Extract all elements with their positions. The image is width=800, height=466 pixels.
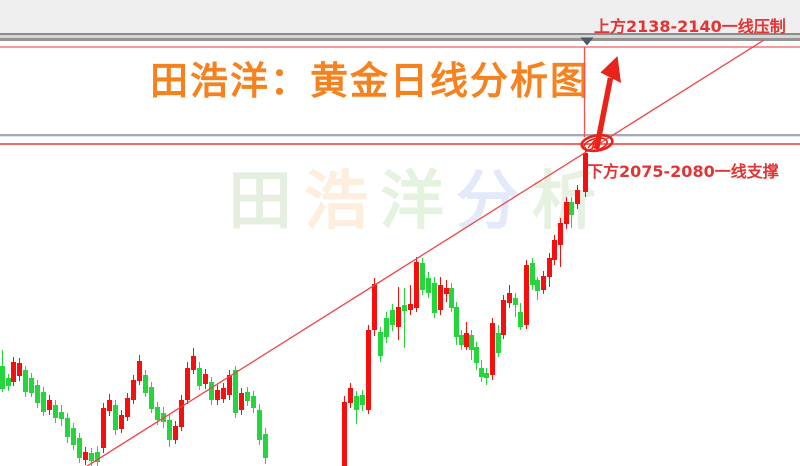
candle-body [262,434,268,458]
candle-body [130,380,136,400]
candle-body [557,223,563,245]
candle-body [489,323,495,375]
candle-body [178,400,184,427]
candle-body [431,283,437,313]
candle-body [112,405,118,430]
candle-body [582,153,588,192]
candle-body [40,392,46,412]
candle-body [473,347,479,363]
candle-body [82,452,88,460]
candle-body [574,190,580,204]
candle-body [16,363,22,376]
candle-body [220,388,226,399]
candle-wick [409,285,411,315]
candle-body [154,407,160,420]
candle-body [46,400,52,410]
candle-body [341,402,347,466]
candle-body [64,418,70,437]
candle-body [244,392,250,401]
candle-body [383,318,389,337]
candle-body [483,373,489,378]
candle-body [184,368,190,400]
candle-body [347,388,353,403]
candle-body [250,396,256,408]
candle-body [395,307,401,327]
candle-body [419,263,425,290]
candle-body [22,370,28,392]
candle-body [517,312,523,327]
candle-body [512,298,518,305]
candle-body [238,393,244,410]
candle-body [523,265,529,325]
candle-body [70,428,76,445]
candle-body [413,262,419,308]
candle-body [546,258,552,277]
candle-body [540,276,546,290]
candle-body [58,412,64,419]
candle-body [88,453,94,461]
candle-body [196,368,202,386]
candle-body [5,378,11,386]
candle-body [148,387,154,409]
candle-body [365,330,371,410]
candle-body [106,400,112,411]
candle-wick [514,293,516,317]
candle-body [495,333,501,353]
candle-body [0,366,5,389]
candle-body [166,420,172,440]
candle-body [226,375,232,395]
candle-body [52,405,58,418]
candle-body [453,307,459,337]
candle-body [208,382,214,400]
candle-body [568,202,574,215]
candle-body [136,361,142,381]
candle-body [407,304,413,310]
candle-body [172,426,178,440]
candle-body [500,300,506,335]
candle-body [124,398,130,417]
candle-body [214,390,220,400]
candle-body [76,438,82,458]
candle-body [359,395,365,405]
candle-wick [403,288,405,348]
candle-body [437,285,443,310]
candle-body [401,305,407,311]
candle-body [534,280,540,291]
candle-body [448,288,454,308]
candle-body [256,410,262,440]
candle-body [389,310,395,325]
candle-body [425,278,431,293]
candle-body [232,370,238,413]
candle-body [353,396,359,410]
candle-body [202,374,208,384]
candle-body [100,408,106,448]
candle-body [34,385,40,403]
candle-body [10,362,16,382]
window-top-band [0,0,800,33]
candle-body [377,332,383,356]
candle-body [371,284,377,330]
candle-body [28,378,34,393]
candle-body [551,240,557,260]
candle-body [142,375,148,393]
candle-body [160,413,166,422]
candle-body [190,356,196,370]
candle-body [94,452,100,462]
resistance-label: 上方2138-2140一线压制 [594,17,786,36]
candle-body [118,415,124,429]
candle-body [506,293,512,303]
